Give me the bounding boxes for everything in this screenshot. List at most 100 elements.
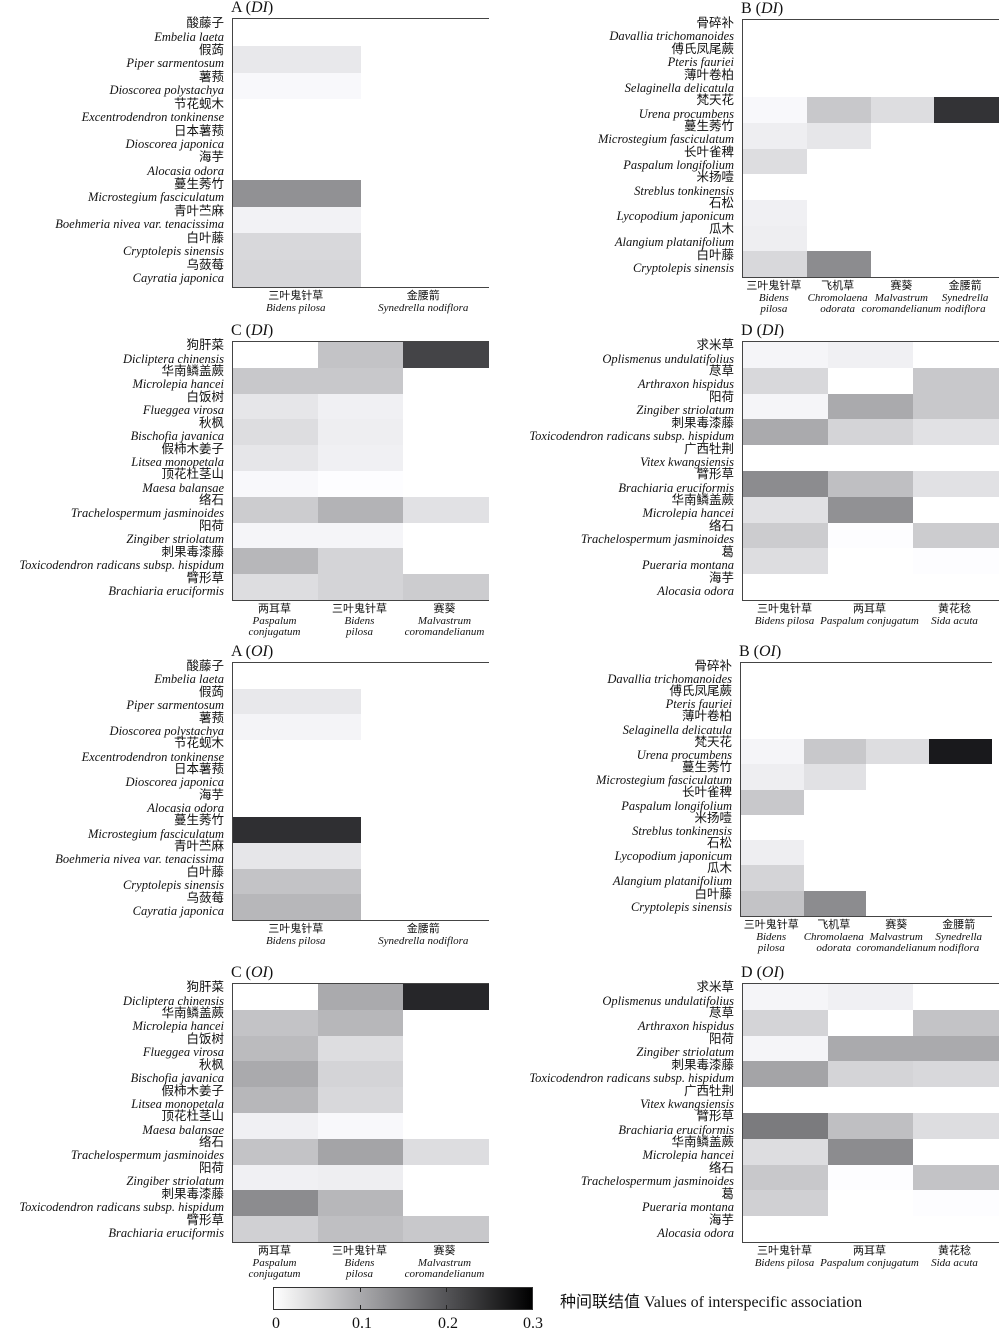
row-label-chinese: 阳荷 [126, 520, 224, 533]
row-label-chinese: 狗肝菜 [123, 981, 224, 994]
heatmap-cell [743, 1139, 829, 1165]
heatmap-cell [871, 97, 935, 123]
column-label-latin: Sida acuta [892, 616, 1000, 628]
heatmap-cell [233, 869, 361, 895]
heatmap-cell [233, 792, 361, 818]
row-label-chinese: 酸藤子 [154, 660, 224, 673]
row-label-chinese: 梵天花 [637, 736, 732, 749]
heatmap-cell [361, 792, 489, 818]
row-label-chinese: 白饭树 [143, 1033, 224, 1046]
heatmap-cell [318, 1061, 404, 1087]
column-label-latin: Synedrella nodiflora [340, 936, 508, 948]
row-label-chinese: 石松 [617, 197, 734, 210]
row-label-latin: Cryptolepis sinensis [123, 245, 224, 258]
heatmap-cell [361, 180, 489, 207]
paren: ( [753, 322, 762, 339]
heatmap-cell [403, 342, 489, 368]
heatmap-cell [934, 149, 998, 175]
heatmap-cell [233, 497, 319, 523]
heatmap-cell [361, 766, 489, 792]
column-label-latin: Synedrella nodiflora [340, 303, 508, 315]
row-label-chinese: 酸藤子 [154, 17, 224, 30]
heatmap-cell [403, 497, 489, 523]
heatmap-cell [233, 663, 361, 689]
column-label-latin: nodiflora [913, 304, 1000, 316]
paren: ( [750, 643, 759, 660]
row-label-chinese: 假柿木姜子 [131, 443, 224, 456]
heatmap-cell [233, 766, 361, 792]
heatmap-cell [403, 523, 489, 549]
heatmap-cell [233, 19, 361, 46]
row-label-chinese: 长叶雀稗 [621, 786, 732, 799]
row-label-chinese: 络石 [581, 1162, 734, 1175]
panel-letter: B [741, 0, 752, 17]
column-label-chinese: 赛葵 [382, 604, 507, 616]
heatmap-cell [743, 97, 807, 123]
heatmap-cell [866, 739, 929, 765]
heatmap-cell [741, 688, 804, 714]
column-label-chinese: 金腰箭 [908, 920, 1000, 932]
heatmap-cell [743, 419, 829, 445]
column-label-latin: Sida acuta [892, 1258, 1000, 1270]
heatmap-cell [929, 891, 992, 917]
row-label-latin: Alocasia odora [657, 585, 734, 598]
heatmap-cell [318, 1113, 404, 1139]
row-label-chinese: 海芋 [147, 789, 224, 802]
heatmap-cell [741, 840, 804, 866]
heatmap-cell [403, 1190, 489, 1216]
row-label-latin: Brachiaria eruciformis [108, 585, 224, 598]
row-label-chinese: 络石 [581, 520, 734, 533]
heatmap-cell [866, 790, 929, 816]
panel-index: DI [761, 0, 778, 17]
row-label-chinese: 葛 [642, 1188, 734, 1201]
row-label-latin: Cryptolepis sinensis [631, 901, 732, 914]
heatmap-cell [361, 207, 489, 234]
heatmap-cell [871, 149, 935, 175]
heatmap-cell [871, 123, 935, 149]
heatmap-cell [233, 394, 319, 420]
heatmap-cell [233, 445, 319, 471]
heatmap-cell [233, 1061, 319, 1087]
row-label-latin: Piper sarmentosum [126, 57, 224, 70]
colorbar-tick-label: 0.2 [438, 1315, 458, 1333]
paren: ( [242, 322, 251, 339]
row-label-chinese: 广西牡荆 [640, 1085, 734, 1098]
row-label-chinese: 华南鳞盖蕨 [132, 365, 224, 378]
heatmap-cell [807, 174, 871, 200]
row-label-chinese: 薄叶卷柏 [625, 69, 734, 82]
heatmap-cell [233, 368, 319, 394]
heatmap-cell [233, 1139, 319, 1165]
colorbar [273, 1287, 533, 1310]
heatmap-cell [233, 419, 319, 445]
heatmap-cell [934, 46, 998, 72]
row-label-chinese: 节花蚬木 [82, 98, 224, 111]
heatmap-cell [934, 123, 998, 149]
heatmap-plot-area [740, 662, 992, 917]
heatmap-cell [741, 865, 804, 891]
row-label-chinese: 米扬噎 [632, 812, 732, 825]
heatmap-cell [743, 1216, 829, 1242]
heatmap-cell [743, 174, 807, 200]
heatmap-cell [828, 1010, 914, 1036]
row-label-latin: Microstegium fasciculatum [88, 191, 224, 204]
row-label-chinese: 臂形草 [108, 1214, 224, 1227]
row-label-chinese: 顶花杜茎山 [142, 1110, 224, 1123]
paren: ( [242, 643, 251, 660]
